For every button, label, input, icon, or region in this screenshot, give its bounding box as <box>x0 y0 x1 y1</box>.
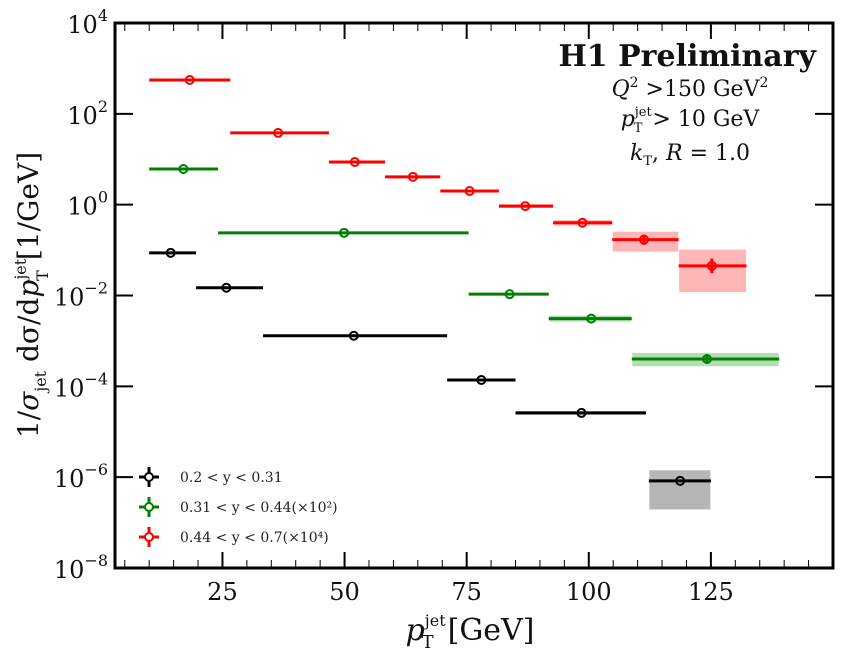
data-point-center <box>678 479 682 483</box>
data-point <box>586 313 597 324</box>
legend-marker-point <box>144 532 154 542</box>
data-point-center <box>580 221 584 225</box>
legend-item: 0.31 < y < 0.44(×10²) <box>139 497 338 517</box>
data-point-center <box>508 292 512 296</box>
data-point <box>577 217 588 228</box>
legend-item: 0.2 < y < 0.31 <box>139 467 283 487</box>
data-point-center <box>710 264 714 268</box>
systematic-band <box>648 469 712 511</box>
data-point-center <box>224 286 228 290</box>
data-series <box>149 74 780 486</box>
data-point-center <box>353 160 357 164</box>
data-point-center <box>642 238 646 242</box>
legend-label: 0.44 < y < 0.7(×10⁴) <box>180 530 329 546</box>
data-point <box>464 185 475 196</box>
data-point <box>339 227 350 238</box>
data-point-center <box>411 175 415 179</box>
data-point <box>476 374 487 385</box>
y-axis: 10−8 10−6 10−4 10−2 100 102 104 <box>54 6 833 584</box>
data-point-center <box>181 167 185 171</box>
data-point-center <box>589 317 593 321</box>
data-point <box>348 330 359 341</box>
pt-cut-label: pjet T > 10 GeV <box>621 105 761 136</box>
data-point <box>349 156 360 167</box>
data-point <box>165 247 176 258</box>
series-2 <box>149 74 747 274</box>
data-point-center <box>342 231 346 235</box>
x-axis: 25 50 75 100 125 <box>124 23 810 606</box>
data-point-center <box>523 204 527 208</box>
x-tick-label: 125 <box>688 578 734 606</box>
data-point <box>407 171 418 182</box>
x-axis-label: pjet T [GeV] <box>406 611 535 653</box>
series-0 <box>149 247 711 486</box>
data-point <box>221 282 232 293</box>
y-tick-label: 102 <box>67 97 108 130</box>
y-tick-label: 100 <box>67 188 108 221</box>
data-point <box>178 163 189 174</box>
x-tick-label: 100 <box>566 578 612 606</box>
x-tick-label: 75 <box>451 578 482 606</box>
systematic-bands <box>498 203 780 511</box>
data-point-center <box>276 131 280 135</box>
legend-marker-point <box>144 502 154 512</box>
legend-item: 0.44 < y < 0.7(×10⁴) <box>139 527 329 547</box>
data-point <box>701 353 712 364</box>
data-point <box>273 127 284 138</box>
q2-cut-label: Q2 >150 GeV2 <box>612 75 769 102</box>
legend-label: 0.2 < y < 0.31 <box>180 470 283 486</box>
data-point <box>706 260 717 271</box>
y-axis-label: 1/σjet dσ/dpjet T[1/GeV] <box>11 152 52 438</box>
data-point-center <box>352 334 356 338</box>
data-point <box>638 234 649 245</box>
y-tick-label: 10−4 <box>54 369 108 402</box>
data-point <box>520 201 531 212</box>
legend-label: 0.31 < y < 0.44(×10²) <box>180 500 338 516</box>
series-1 <box>149 163 780 364</box>
legend-marker-point <box>144 472 154 482</box>
data-point-center <box>468 189 472 193</box>
y-tick-label: 10−8 <box>54 551 108 584</box>
data-point <box>675 475 686 486</box>
data-point <box>576 407 587 418</box>
data-point-center <box>188 78 192 82</box>
experiment-label: H1 Preliminary <box>558 39 817 74</box>
data-point-center <box>169 251 173 255</box>
algorithm-label: kT, R = 1.0 <box>630 141 750 169</box>
x-tick-label: 50 <box>329 578 360 606</box>
data-point-center <box>479 378 483 382</box>
data-point-center <box>579 411 583 415</box>
x-tick-label: 25 <box>207 578 238 606</box>
legend: 0.2 < y < 0.31 0.31 < y < 0.44(×10²) 0.44 … <box>139 467 338 547</box>
y-tick-label: 10−6 <box>54 460 108 493</box>
data-point <box>504 289 515 300</box>
data-point-center <box>705 357 709 361</box>
y-tick-label: 10−2 <box>54 279 108 312</box>
y-tick-label: 104 <box>67 6 108 39</box>
data-point <box>184 74 195 85</box>
